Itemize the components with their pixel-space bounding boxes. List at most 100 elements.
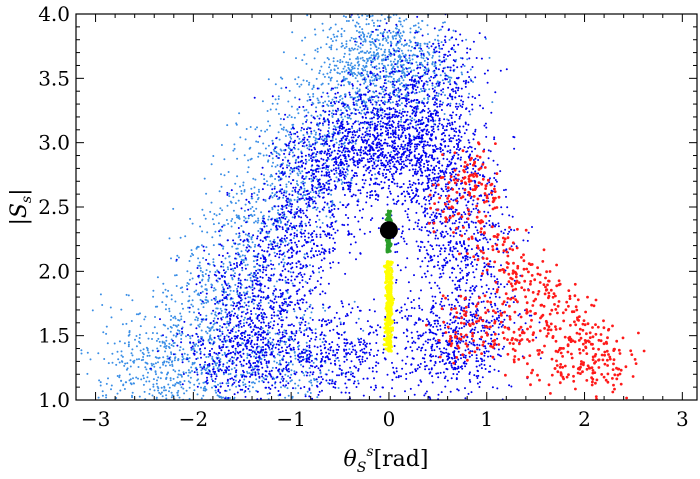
data-point xyxy=(185,389,188,392)
data-point xyxy=(357,90,360,93)
data-point xyxy=(297,272,300,275)
data-point xyxy=(303,199,306,201)
data-point xyxy=(102,331,105,334)
data-point xyxy=(392,77,395,80)
data-point xyxy=(313,129,316,132)
data-point xyxy=(253,214,256,216)
data-point xyxy=(393,34,396,37)
data-point xyxy=(277,170,280,173)
data-point xyxy=(262,341,265,344)
data-point xyxy=(330,234,333,237)
data-point xyxy=(188,386,191,389)
data-point xyxy=(311,232,314,235)
data-point xyxy=(415,29,417,32)
data-point xyxy=(191,277,194,280)
data-point xyxy=(320,244,323,247)
data-point xyxy=(353,160,356,163)
data-point xyxy=(442,21,445,24)
data-point xyxy=(301,176,304,179)
data-point xyxy=(393,182,396,185)
data-point xyxy=(270,248,273,251)
data-point xyxy=(310,180,313,183)
data-point xyxy=(207,300,210,303)
data-point xyxy=(260,358,263,361)
data-point xyxy=(261,308,264,311)
data-point xyxy=(308,290,311,292)
data-point xyxy=(469,113,472,116)
data-point xyxy=(253,343,256,346)
data-point xyxy=(211,380,214,382)
data-point xyxy=(147,351,150,354)
data-point xyxy=(294,303,297,306)
data-point xyxy=(417,26,420,29)
data-point xyxy=(251,241,254,244)
data-point xyxy=(280,274,283,277)
data-point xyxy=(203,177,206,180)
data-point xyxy=(226,266,229,269)
data-point xyxy=(269,108,272,111)
data-point xyxy=(154,305,157,308)
data-point xyxy=(287,146,290,149)
data-point xyxy=(290,279,293,282)
data-point xyxy=(305,370,307,373)
data-point xyxy=(309,316,312,319)
data-point xyxy=(143,318,146,321)
data-point xyxy=(216,367,219,370)
data-point xyxy=(205,318,208,321)
data-point xyxy=(129,378,132,381)
data-point xyxy=(226,361,229,364)
data-point xyxy=(323,230,326,233)
data-point xyxy=(268,348,271,351)
data-point xyxy=(313,242,315,245)
data-point xyxy=(316,396,319,399)
data-point xyxy=(265,266,268,269)
data-point xyxy=(273,194,276,197)
data-point xyxy=(294,382,297,385)
data-point xyxy=(173,341,176,344)
data-point xyxy=(312,265,314,268)
data-point xyxy=(170,338,173,341)
data-point xyxy=(416,74,419,77)
data-point xyxy=(322,73,325,76)
data-point xyxy=(239,238,242,241)
data-point xyxy=(299,193,302,196)
data-point xyxy=(288,224,291,227)
data-point xyxy=(229,358,232,361)
data-point xyxy=(327,82,330,85)
data-point xyxy=(176,344,179,347)
data-point xyxy=(224,340,227,342)
data-point xyxy=(408,162,411,165)
data-point xyxy=(263,225,266,228)
data-point xyxy=(161,340,164,343)
data-point xyxy=(414,74,417,77)
data-point xyxy=(436,34,439,37)
data-point xyxy=(342,105,345,108)
data-point xyxy=(339,161,342,164)
data-point xyxy=(223,158,226,161)
data-point xyxy=(234,267,236,270)
data-point xyxy=(325,43,328,46)
data-point xyxy=(253,279,256,282)
data-point xyxy=(301,279,304,282)
data-point xyxy=(375,84,378,87)
data-point xyxy=(163,389,165,392)
data-point xyxy=(428,88,431,91)
data-point xyxy=(167,383,170,386)
data-point xyxy=(309,292,312,295)
data-point xyxy=(389,81,392,84)
data-point xyxy=(314,202,317,205)
data-point xyxy=(298,306,301,309)
data-point xyxy=(341,166,344,169)
data-point xyxy=(347,169,349,172)
data-point xyxy=(181,355,184,358)
data-point xyxy=(361,78,364,81)
data-point xyxy=(305,62,308,65)
data-point xyxy=(375,177,378,180)
data-point xyxy=(396,156,399,159)
data-point xyxy=(217,270,220,273)
data-point xyxy=(222,365,225,368)
data-point xyxy=(270,218,273,221)
data-point xyxy=(288,164,290,167)
data-point xyxy=(209,210,212,213)
data-point xyxy=(382,59,385,62)
